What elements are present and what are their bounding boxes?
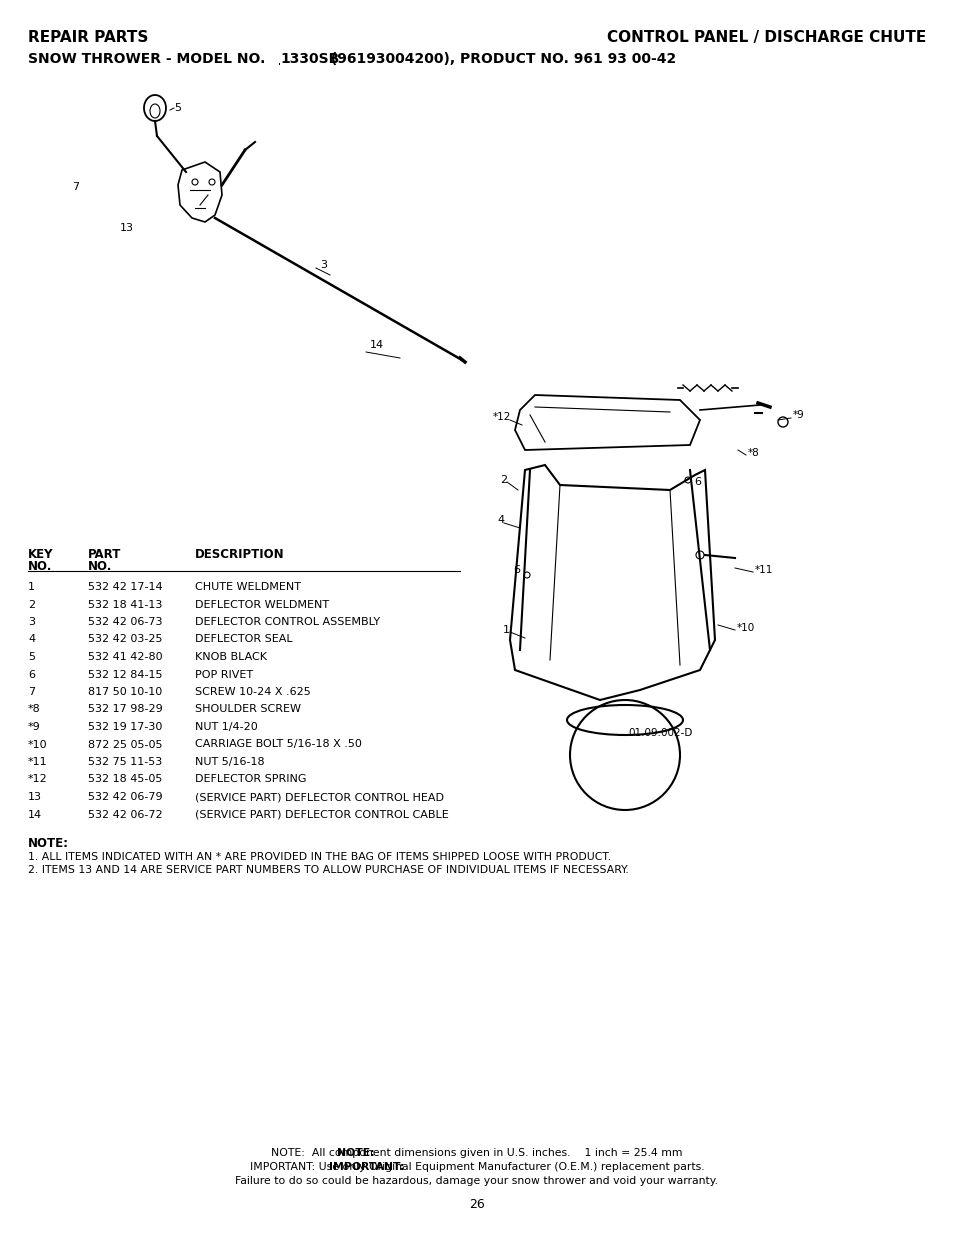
- Text: *10: *10: [737, 622, 755, 634]
- Text: 532 18 45-05: 532 18 45-05: [88, 774, 162, 784]
- Text: *11: *11: [28, 757, 48, 767]
- Text: 1330SB: 1330SB: [280, 52, 339, 65]
- Text: *8: *8: [747, 448, 759, 458]
- Text: 532 42 06-72: 532 42 06-72: [88, 809, 162, 820]
- Text: 14: 14: [28, 809, 42, 820]
- Text: 7: 7: [28, 687, 35, 697]
- Text: 13: 13: [28, 792, 42, 802]
- Text: 6: 6: [513, 564, 519, 576]
- Text: PART: PART: [88, 548, 121, 561]
- Text: NO.: NO.: [88, 559, 112, 573]
- Text: 1: 1: [28, 582, 35, 592]
- Text: 4: 4: [28, 635, 35, 645]
- Text: CHUTE WELDMENT: CHUTE WELDMENT: [194, 582, 301, 592]
- Text: *9: *9: [792, 410, 804, 420]
- Text: DEFLECTOR SPRING: DEFLECTOR SPRING: [194, 774, 306, 784]
- Text: 532 75 11-53: 532 75 11-53: [88, 757, 162, 767]
- Text: 532 42 06-79: 532 42 06-79: [88, 792, 162, 802]
- Text: 5: 5: [173, 103, 181, 112]
- Text: CONTROL PANEL / DISCHARGE CHUTE: CONTROL PANEL / DISCHARGE CHUTE: [606, 30, 925, 44]
- Ellipse shape: [144, 95, 166, 121]
- Text: 6: 6: [28, 669, 35, 679]
- Text: *10: *10: [28, 740, 48, 750]
- Text: 26: 26: [469, 1198, 484, 1212]
- Text: 532 41 42-80: 532 41 42-80: [88, 652, 162, 662]
- Text: NOTE:: NOTE:: [28, 837, 69, 850]
- Text: DEFLECTOR WELDMENT: DEFLECTOR WELDMENT: [194, 599, 329, 610]
- Text: *8: *8: [28, 704, 41, 715]
- Text: NO.: NO.: [28, 559, 52, 573]
- Text: KEY: KEY: [28, 548, 53, 561]
- Text: 1. ALL ITEMS INDICATED WITH AN * ARE PROVIDED IN THE BAG OF ITEMS SHIPPED LOOSE : 1. ALL ITEMS INDICATED WITH AN * ARE PRO…: [28, 852, 610, 862]
- Text: Failure to do so could be hazardous, damage your snow thrower and void your warr: Failure to do so could be hazardous, dam…: [235, 1176, 718, 1186]
- Text: 532 19 17-30: 532 19 17-30: [88, 722, 162, 732]
- Text: (SERVICE PART) DEFLECTOR CONTROL CABLE: (SERVICE PART) DEFLECTOR CONTROL CABLE: [194, 809, 448, 820]
- Text: 532 18 41-13: 532 18 41-13: [88, 599, 162, 610]
- Text: 5: 5: [28, 652, 35, 662]
- Text: 7: 7: [71, 182, 79, 191]
- Text: 532 42 03-25: 532 42 03-25: [88, 635, 162, 645]
- Text: 6: 6: [693, 477, 700, 487]
- Text: NOTE:: NOTE:: [336, 1149, 375, 1158]
- Text: DEFLECTOR CONTROL ASSEMBLY: DEFLECTOR CONTROL ASSEMBLY: [194, 618, 379, 627]
- Text: DEFLECTOR SEAL: DEFLECTOR SEAL: [194, 635, 293, 645]
- Text: *12: *12: [28, 774, 48, 784]
- Text: SHOULDER SCREW: SHOULDER SCREW: [194, 704, 301, 715]
- Text: 872 25 05-05: 872 25 05-05: [88, 740, 162, 750]
- Text: *12: *12: [493, 412, 511, 422]
- Text: 817 50 10-10: 817 50 10-10: [88, 687, 162, 697]
- Text: 532 17 98-29: 532 17 98-29: [88, 704, 163, 715]
- Text: NUT 5/16-18: NUT 5/16-18: [194, 757, 264, 767]
- Text: 01.09.002-D: 01.09.002-D: [627, 727, 692, 739]
- Text: 2: 2: [28, 599, 35, 610]
- Text: SCREW 10-24 X .625: SCREW 10-24 X .625: [194, 687, 311, 697]
- Text: 532 12 84-15: 532 12 84-15: [88, 669, 162, 679]
- Text: (96193004200), PRODUCT NO. 961 93 00-42: (96193004200), PRODUCT NO. 961 93 00-42: [326, 52, 676, 65]
- Text: KNOB BLACK: KNOB BLACK: [194, 652, 267, 662]
- Text: 3: 3: [28, 618, 35, 627]
- Text: 532 42 06-73: 532 42 06-73: [88, 618, 162, 627]
- Text: CARRIAGE BOLT 5/16-18 X .50: CARRIAGE BOLT 5/16-18 X .50: [194, 740, 361, 750]
- Text: 532 42 17-14: 532 42 17-14: [88, 582, 162, 592]
- Text: *11: *11: [754, 564, 773, 576]
- Text: (SERVICE PART) DEFLECTOR CONTROL HEAD: (SERVICE PART) DEFLECTOR CONTROL HEAD: [194, 792, 443, 802]
- Text: 2. ITEMS 13 AND 14 ARE SERVICE PART NUMBERS TO ALLOW PURCHASE OF INDIVIDUAL ITEM: 2. ITEMS 13 AND 14 ARE SERVICE PART NUMB…: [28, 864, 628, 876]
- Text: 2: 2: [499, 475, 507, 485]
- Text: NUT 1/4-20: NUT 1/4-20: [194, 722, 257, 732]
- Text: *9: *9: [28, 722, 41, 732]
- Text: REPAIR PARTS: REPAIR PARTS: [28, 30, 149, 44]
- Text: 1: 1: [502, 625, 510, 635]
- Text: IMPORTANT: Use only Original Equipment Manufacturer (O.E.M.) replacement parts.: IMPORTANT: Use only Original Equipment M…: [250, 1162, 703, 1172]
- Text: 14: 14: [370, 340, 384, 350]
- Text: 4: 4: [497, 515, 503, 525]
- Text: 13: 13: [120, 224, 133, 233]
- Text: IMPORTANT:: IMPORTANT:: [329, 1162, 404, 1172]
- Text: NOTE:  All component dimensions given in U.S. inches.    1 inch = 25.4 mm: NOTE: All component dimensions given in …: [271, 1149, 682, 1158]
- Text: DESCRIPTION: DESCRIPTION: [194, 548, 284, 561]
- Text: POP RIVET: POP RIVET: [194, 669, 253, 679]
- Text: SNOW THROWER - MODEL NO.: SNOW THROWER - MODEL NO.: [28, 52, 270, 65]
- Text: 3: 3: [319, 261, 327, 270]
